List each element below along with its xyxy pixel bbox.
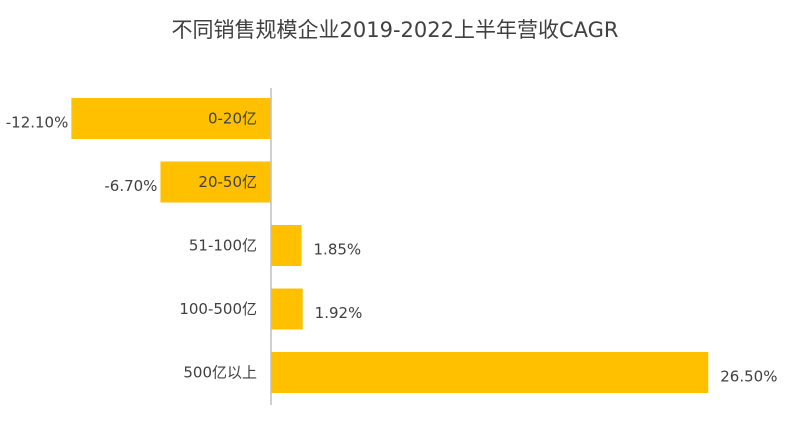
category-label-3: 100-500亿	[179, 300, 257, 318]
bar-2	[271, 225, 302, 266]
chart-title: 不同销售规模企业2019-2022上半年营收CAGR	[171, 18, 619, 42]
value-label-2: 1.85%	[314, 241, 362, 259]
value-label-3: 1.92%	[315, 304, 363, 322]
bars-layer	[71, 98, 709, 393]
bar-1	[160, 161, 271, 203]
category-label-4: 500亿以上	[183, 364, 257, 382]
category-label-0: 0-20亿	[208, 110, 257, 128]
bar-4	[271, 352, 709, 393]
value-label-1: -6.70%	[104, 177, 157, 195]
bar-3	[271, 288, 303, 330]
labels-layer: 0-20亿 -12.10% 20-50亿 -6.70% 51-100亿 1.85% 100-…	[6, 110, 778, 386]
bar-0	[71, 98, 271, 139]
value-label-4: 26.50%	[720, 368, 777, 386]
category-label-2: 51-100亿	[189, 237, 257, 255]
category-label-1: 20-50亿	[198, 173, 257, 191]
value-label-0: -12.10%	[6, 114, 69, 132]
